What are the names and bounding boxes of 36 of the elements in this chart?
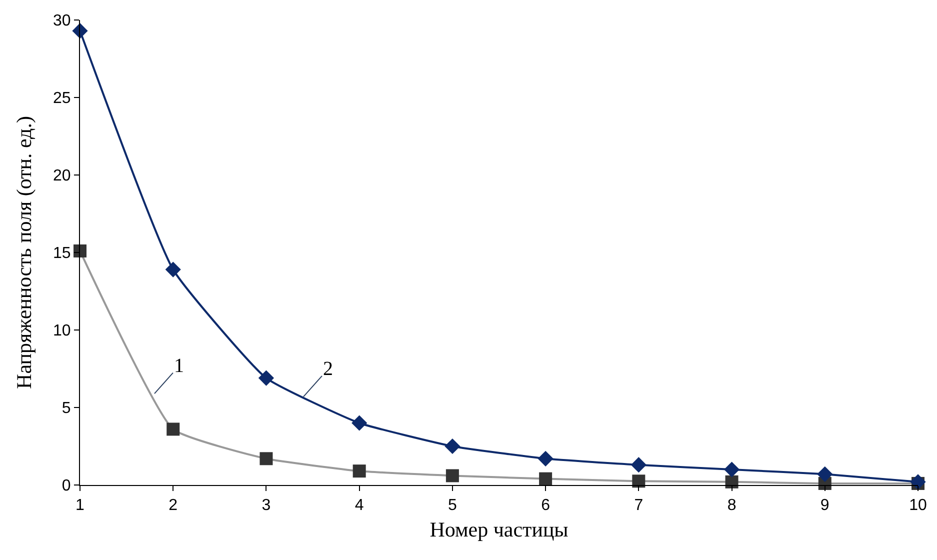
x-tick-label: 10 — [909, 497, 927, 514]
y-tick-label: 0 — [62, 478, 71, 495]
x-tick-label: 5 — [448, 497, 457, 514]
y-tick-label: 30 — [53, 12, 71, 30]
point — [817, 466, 833, 482]
point — [630, 457, 646, 473]
annotation: 2 — [323, 358, 333, 380]
point — [539, 472, 552, 486]
point — [538, 450, 554, 466]
point — [724, 462, 740, 478]
x-tick-label: 4 — [354, 497, 364, 514]
point — [258, 370, 274, 386]
y-tick-label: 25 — [53, 90, 71, 108]
point — [446, 469, 459, 482]
point — [165, 262, 181, 278]
point — [632, 474, 646, 488]
x-tick-label: 6 — [541, 497, 550, 514]
x-tick-label: 7 — [634, 497, 644, 514]
y-tick-label: 10 — [53, 322, 71, 340]
x-tick-label: 9 — [820, 497, 830, 514]
x-axis-title: Номер частицы — [430, 517, 568, 542]
y-tick-label: 20 — [53, 168, 71, 185]
x-tick-label: 8 — [727, 497, 736, 514]
x-tick-label: 3 — [262, 497, 271, 514]
y-tick-label: 15 — [53, 245, 71, 262]
annotation: 1 — [174, 355, 184, 377]
point — [352, 464, 366, 478]
point — [260, 452, 273, 466]
point — [444, 438, 460, 454]
point — [352, 415, 368, 431]
x-tick-label: 1 — [76, 497, 85, 514]
point — [166, 422, 180, 436]
y-axis-title: Напряженность поля (отн. ед.) — [12, 116, 36, 389]
point — [74, 244, 86, 258]
y-tick-label: 5 — [62, 400, 71, 418]
x-tick-label: 2 — [168, 497, 178, 514]
